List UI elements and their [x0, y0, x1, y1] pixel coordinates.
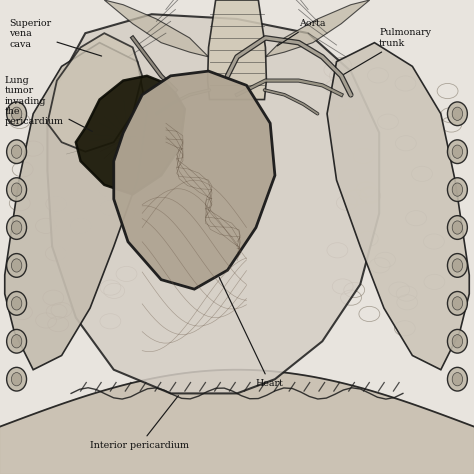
Ellipse shape — [7, 367, 27, 391]
Ellipse shape — [452, 221, 463, 234]
Ellipse shape — [11, 183, 22, 196]
Ellipse shape — [447, 216, 467, 239]
Ellipse shape — [447, 292, 467, 315]
Polygon shape — [47, 14, 379, 393]
Ellipse shape — [447, 254, 467, 277]
Text: Pulmonary
trunk: Pulmonary trunk — [344, 28, 431, 74]
Ellipse shape — [452, 373, 463, 386]
Ellipse shape — [452, 297, 463, 310]
Polygon shape — [76, 76, 185, 194]
Ellipse shape — [447, 102, 467, 126]
Ellipse shape — [452, 335, 463, 348]
Ellipse shape — [452, 145, 463, 158]
Ellipse shape — [11, 373, 22, 386]
Ellipse shape — [447, 367, 467, 391]
Polygon shape — [104, 0, 209, 57]
Ellipse shape — [447, 178, 467, 201]
Ellipse shape — [7, 329, 27, 353]
Ellipse shape — [7, 292, 27, 315]
Text: Superior
vena
cava: Superior vena cava — [9, 19, 101, 56]
Ellipse shape — [452, 259, 463, 272]
Ellipse shape — [11, 221, 22, 234]
Ellipse shape — [7, 140, 27, 164]
Ellipse shape — [11, 259, 22, 272]
Ellipse shape — [7, 102, 27, 126]
Text: Heart: Heart — [219, 277, 284, 388]
Text: Aorta: Aorta — [277, 19, 325, 46]
Polygon shape — [208, 0, 266, 100]
Text: Interior pericardium: Interior pericardium — [90, 396, 189, 450]
Polygon shape — [327, 43, 469, 370]
Ellipse shape — [447, 140, 467, 164]
Ellipse shape — [447, 329, 467, 353]
Polygon shape — [5, 43, 147, 370]
Ellipse shape — [11, 297, 22, 310]
Ellipse shape — [7, 254, 27, 277]
Polygon shape — [265, 0, 370, 57]
Polygon shape — [114, 71, 275, 289]
Ellipse shape — [11, 107, 22, 120]
Polygon shape — [47, 33, 142, 152]
Ellipse shape — [7, 216, 27, 239]
Ellipse shape — [11, 145, 22, 158]
Text: Lung
tumor
invading
the
pericardium: Lung tumor invading the pericardium — [5, 76, 92, 131]
Ellipse shape — [7, 178, 27, 201]
Ellipse shape — [11, 335, 22, 348]
Ellipse shape — [452, 183, 463, 196]
Ellipse shape — [452, 107, 463, 120]
